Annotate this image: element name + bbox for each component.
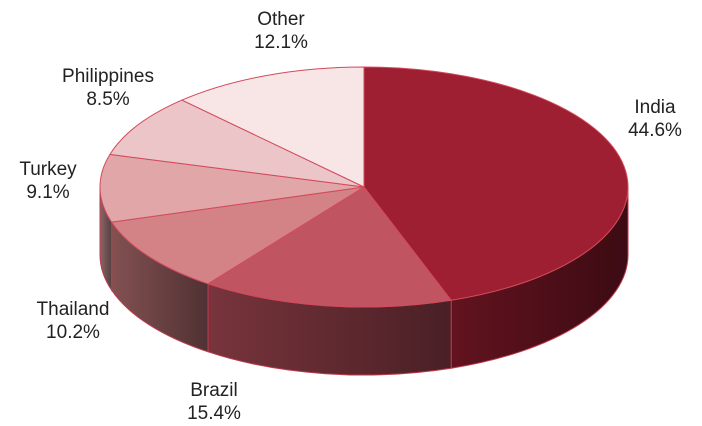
slice-name-philippines: Philippines [62, 66, 154, 87]
slice-label-other: Other 12.1% [254, 8, 308, 54]
slice-philippines [109, 99, 365, 188]
slice-label-brazil: Brazil 15.4% [187, 379, 241, 425]
slice-value-thailand: 10.2% [46, 322, 100, 343]
slice-thailand [111, 186, 365, 285]
slice-label-india: India 44.6% [628, 96, 682, 142]
slice-value-turkey: 9.1% [26, 182, 70, 203]
slice-label-philippines: Philippines 8.5% [62, 65, 154, 111]
slice-name-turkey: Turkey [19, 159, 77, 180]
slice-label-turkey: Turkey 9.1% [19, 158, 76, 204]
slice-value-india: 44.6% [628, 120, 682, 141]
slice-value-philippines: 8.5% [86, 89, 130, 110]
slice-name-other: Other [257, 9, 305, 30]
slice-india [363, 66, 629, 301]
slice-value-brazil: 15.4% [187, 403, 241, 424]
pie-top-layer [99, 66, 629, 308]
slice-label-thailand: Thailand 10.2% [37, 298, 110, 344]
slice-other [181, 66, 365, 188]
slice-name-thailand: Thailand [36, 299, 110, 320]
slice-turkey [99, 153, 365, 223]
slice-value-other: 12.1% [254, 32, 308, 53]
slice-name-india: India [634, 97, 676, 118]
slice-name-brazil: Brazil [190, 380, 238, 401]
slice-brazil [207, 186, 452, 308]
